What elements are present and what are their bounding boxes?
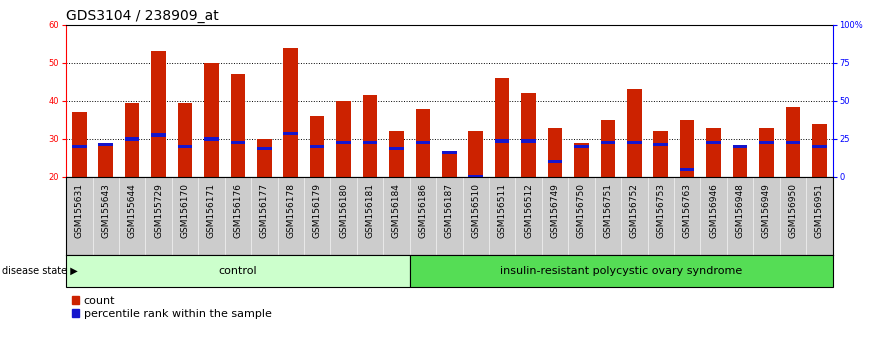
Text: GSM156751: GSM156751 <box>603 183 612 238</box>
Text: disease state ▶: disease state ▶ <box>2 266 78 276</box>
Bar <box>442 150 456 154</box>
Bar <box>812 124 826 177</box>
Bar <box>707 141 721 144</box>
Text: GSM156186: GSM156186 <box>418 183 427 238</box>
Bar <box>416 141 430 144</box>
Text: GSM156511: GSM156511 <box>498 183 507 238</box>
Bar <box>125 103 139 177</box>
Bar <box>733 147 747 177</box>
Bar <box>548 160 562 164</box>
Bar <box>363 141 377 144</box>
Bar <box>152 51 166 177</box>
Bar <box>812 145 826 148</box>
Text: GSM156187: GSM156187 <box>445 183 454 238</box>
Bar <box>786 141 800 144</box>
Legend: count, percentile rank within the sample: count, percentile rank within the sample <box>71 296 271 319</box>
Bar <box>733 145 747 148</box>
Bar <box>72 145 86 148</box>
Text: GSM156949: GSM156949 <box>762 183 771 238</box>
Text: GSM155644: GSM155644 <box>128 183 137 238</box>
Bar <box>680 120 694 177</box>
Bar <box>284 47 298 177</box>
Bar <box>654 143 668 146</box>
Bar <box>66 255 410 287</box>
Text: GSM156763: GSM156763 <box>683 183 692 238</box>
Bar <box>495 139 509 143</box>
Bar <box>442 152 456 177</box>
Bar <box>337 101 351 177</box>
Bar <box>257 147 271 150</box>
Text: GSM156176: GSM156176 <box>233 183 242 238</box>
Text: GSM156184: GSM156184 <box>392 183 401 238</box>
Bar <box>337 141 351 144</box>
Text: GSM155643: GSM155643 <box>101 183 110 238</box>
Bar <box>416 108 430 177</box>
Text: control: control <box>218 266 257 276</box>
Bar <box>627 141 641 144</box>
Bar <box>707 127 721 177</box>
Text: GSM156948: GSM156948 <box>736 183 744 238</box>
Text: GSM156170: GSM156170 <box>181 183 189 238</box>
Text: GSM156180: GSM156180 <box>339 183 348 238</box>
Text: GSM155729: GSM155729 <box>154 183 163 238</box>
Bar <box>152 133 166 137</box>
Bar <box>99 143 113 146</box>
Text: GSM156752: GSM156752 <box>630 183 639 238</box>
Bar <box>363 95 377 177</box>
Text: GSM156951: GSM156951 <box>815 183 824 238</box>
Bar <box>759 127 774 177</box>
Text: insulin-resistant polycystic ovary syndrome: insulin-resistant polycystic ovary syndr… <box>500 266 742 276</box>
Text: GSM156512: GSM156512 <box>524 183 533 238</box>
Bar <box>495 78 509 177</box>
Bar <box>548 127 562 177</box>
Bar <box>231 141 245 144</box>
Text: GDS3104 / 238909_at: GDS3104 / 238909_at <box>66 9 218 23</box>
Bar <box>389 147 403 150</box>
Bar <box>469 131 483 177</box>
Text: GSM156177: GSM156177 <box>260 183 269 238</box>
Bar <box>786 107 800 177</box>
Text: GSM156750: GSM156750 <box>577 183 586 238</box>
Text: GSM156510: GSM156510 <box>471 183 480 238</box>
Bar <box>310 145 324 148</box>
Bar <box>204 63 218 177</box>
Bar <box>680 168 694 171</box>
Text: GSM156749: GSM156749 <box>551 183 559 238</box>
Bar <box>389 131 403 177</box>
Text: GSM156181: GSM156181 <box>366 183 374 238</box>
Bar <box>410 255 833 287</box>
Text: GSM156950: GSM156950 <box>788 183 797 238</box>
Bar <box>99 145 113 177</box>
Bar <box>601 120 615 177</box>
Bar <box>522 139 536 143</box>
Bar <box>178 145 192 148</box>
Bar <box>574 143 589 177</box>
Text: GSM156178: GSM156178 <box>286 183 295 238</box>
Bar <box>204 137 218 141</box>
Bar <box>627 90 641 177</box>
Bar <box>72 112 86 177</box>
Bar <box>522 93 536 177</box>
Text: GSM156171: GSM156171 <box>207 183 216 238</box>
Bar <box>574 145 589 148</box>
Bar <box>601 141 615 144</box>
Bar <box>759 141 774 144</box>
Text: GSM156753: GSM156753 <box>656 183 665 238</box>
Bar <box>178 103 192 177</box>
Text: GSM156179: GSM156179 <box>313 183 322 238</box>
Bar <box>654 131 668 177</box>
Text: GSM155631: GSM155631 <box>75 183 84 238</box>
Bar <box>231 74 245 177</box>
Bar <box>257 139 271 177</box>
Bar <box>125 137 139 141</box>
Text: GSM156946: GSM156946 <box>709 183 718 238</box>
Bar <box>469 175 483 179</box>
Bar <box>284 132 298 135</box>
Bar <box>310 116 324 177</box>
